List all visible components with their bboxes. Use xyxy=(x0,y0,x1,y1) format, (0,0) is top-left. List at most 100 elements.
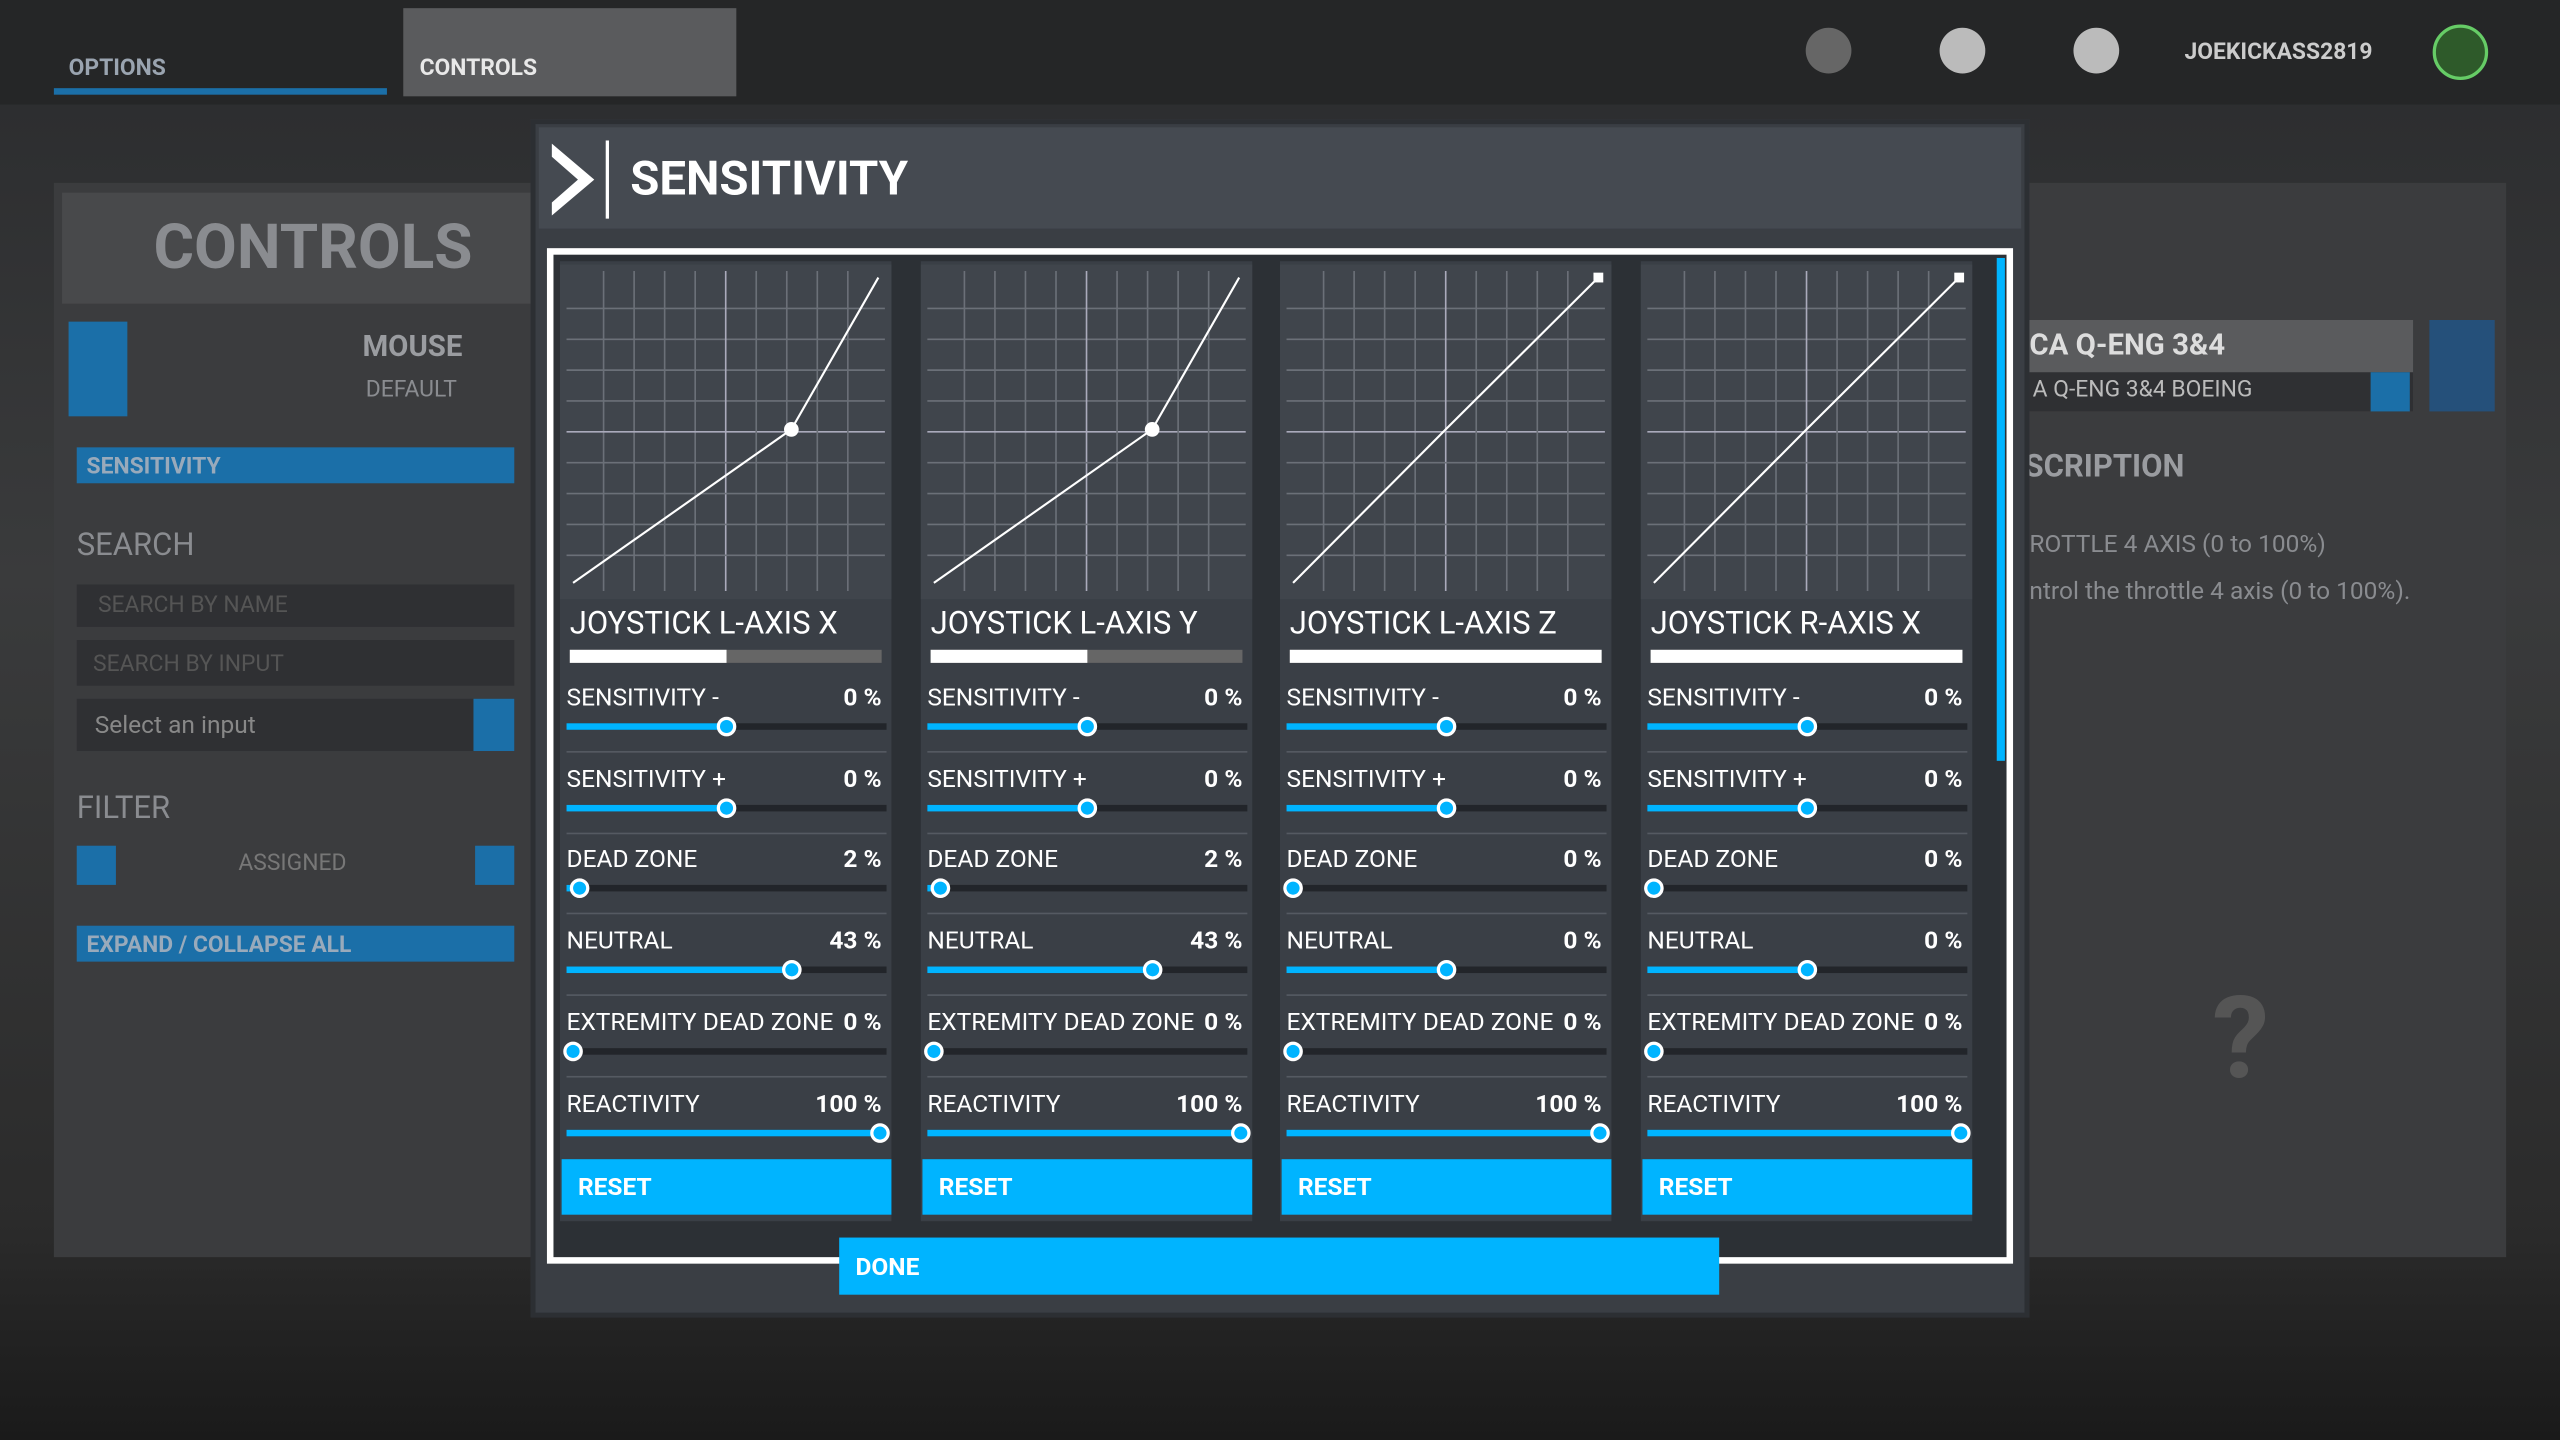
slider-track[interactable] xyxy=(1286,1047,1607,1055)
setting-label: DEAD ZONE xyxy=(927,844,1059,875)
response-curve xyxy=(1640,264,1973,600)
slider-knob[interactable] xyxy=(1077,797,1098,818)
slider-knob[interactable] xyxy=(782,960,803,980)
slider-knob[interactable] xyxy=(1143,960,1164,980)
separator xyxy=(927,994,1248,997)
friends-icon[interactable] xyxy=(1805,27,1852,74)
slider-track[interactable] xyxy=(1647,1047,1968,1055)
separator xyxy=(566,913,887,915)
tab[interactable]: CONTROLS xyxy=(419,55,538,82)
curve xyxy=(1653,276,1960,584)
slider-knob[interactable] xyxy=(870,1122,890,1143)
slider-knob[interactable] xyxy=(1797,716,1818,737)
slider-fill xyxy=(566,966,793,974)
expand-label: EXPAND / COLLAPSE ALL xyxy=(86,932,352,959)
reset-label: RESET xyxy=(577,1172,652,1202)
setting-label: SENSITIVITY - xyxy=(566,682,719,712)
slider-knob[interactable] xyxy=(1077,716,1098,737)
setting-label: NEUTRAL xyxy=(1286,925,1393,956)
filter-value: ASSIGNED xyxy=(238,850,347,877)
separator xyxy=(1286,913,1607,915)
axis-name: JOYSTICK R-AXIS X xyxy=(1650,604,1921,642)
reset-button[interactable] xyxy=(1281,1159,1612,1215)
slider-knob[interactable] xyxy=(1436,960,1457,980)
setting-value: 0 % xyxy=(1204,1007,1243,1037)
slider-knob[interactable] xyxy=(1644,1041,1664,1061)
slider-knob[interactable] xyxy=(1590,1122,1610,1143)
profile-icon[interactable] xyxy=(1939,27,1986,74)
setting-value: 43 % xyxy=(1190,925,1243,956)
separator xyxy=(1286,751,1607,753)
slider-knob[interactable] xyxy=(563,1041,583,1061)
scrollbar[interactable] xyxy=(1996,257,2005,761)
reset-button[interactable] xyxy=(922,1159,1253,1215)
slider-knob[interactable] xyxy=(716,797,737,818)
setting-value: 0 % xyxy=(843,763,882,793)
separator xyxy=(1647,994,1968,997)
slider-knob[interactable] xyxy=(1644,879,1664,899)
setting-value: 0 % xyxy=(1563,844,1602,875)
slider-knob[interactable] xyxy=(1951,1122,1971,1143)
slider-fill xyxy=(927,804,1088,811)
setting-label: REACTIVITY xyxy=(927,1088,1061,1118)
avatar[interactable] xyxy=(2432,24,2489,80)
slider-knob[interactable] xyxy=(1283,1041,1303,1061)
notifications-icon[interactable] xyxy=(2073,27,2120,74)
setting-value: 100 % xyxy=(1535,1088,1602,1118)
left-header xyxy=(62,192,531,304)
slider-knob[interactable] xyxy=(1231,1122,1251,1143)
prev-button[interactable] xyxy=(68,321,128,417)
setting-value: 100 % xyxy=(1176,1088,1243,1118)
done-button[interactable] xyxy=(839,1237,1720,1295)
setting-label: EXTREMITY DEAD ZONE xyxy=(1647,1007,1915,1037)
section-title: SCRIPTION xyxy=(2024,447,2185,485)
slider-fill xyxy=(1647,723,1808,730)
curve-end xyxy=(1954,272,1965,283)
select-input[interactable] xyxy=(76,698,515,752)
dropdown-button[interactable] xyxy=(473,698,515,752)
filter-prev[interactable] xyxy=(76,845,116,885)
slider-track[interactable] xyxy=(927,1047,1248,1055)
next-button[interactable] xyxy=(2429,320,2495,412)
placeholder: SEARCH BY NAME xyxy=(97,592,288,619)
slider-knob[interactable] xyxy=(1797,960,1818,980)
filter-next[interactable] xyxy=(475,845,515,885)
search-field[interactable] xyxy=(76,584,515,627)
slider-knob[interactable] xyxy=(1436,716,1457,737)
section-title: FILTER xyxy=(76,788,171,827)
expand-button[interactable] xyxy=(76,925,515,962)
slider-track[interactable] xyxy=(1647,885,1968,893)
slider-fill xyxy=(1647,804,1808,811)
setting-label: SENSITIVITY - xyxy=(927,682,1080,712)
slider-knob[interactable] xyxy=(930,879,950,899)
setting-label: NEUTRAL xyxy=(566,925,673,956)
tab-active[interactable] xyxy=(403,8,737,97)
selected-item[interactable] xyxy=(76,447,515,484)
separator xyxy=(566,1075,887,1078)
slider-knob[interactable] xyxy=(569,879,589,899)
response-curve xyxy=(560,264,892,600)
slider-track[interactable] xyxy=(566,885,887,893)
slider-knob[interactable] xyxy=(716,716,737,737)
setting-value: 0 % xyxy=(1204,682,1243,712)
reset-button[interactable] xyxy=(561,1159,892,1215)
response-curve xyxy=(1280,264,1612,600)
setting-value: 100 % xyxy=(815,1088,882,1118)
search-field[interactable] xyxy=(76,640,515,686)
slider-knob[interactable] xyxy=(1283,879,1303,899)
tab[interactable]: OPTIONS xyxy=(68,55,166,82)
setting-value: 43 % xyxy=(829,925,882,956)
slider-knob[interactable] xyxy=(1436,797,1457,818)
slider-track[interactable] xyxy=(927,885,1248,893)
slider-track[interactable] xyxy=(1286,885,1607,893)
separator xyxy=(566,751,887,753)
setting-value: 0 % xyxy=(1204,763,1243,793)
axis-name: ROTTLE 4 AXIS (0 to 100%) xyxy=(2029,528,2326,559)
reset-button[interactable] xyxy=(1642,1159,1973,1215)
slider-knob[interactable] xyxy=(1797,797,1818,818)
setting-value: 0 % xyxy=(1563,763,1602,793)
slider-track[interactable] xyxy=(566,1047,887,1055)
slider-knob[interactable] xyxy=(924,1041,944,1061)
profile-next[interactable] xyxy=(2370,372,2410,412)
separator xyxy=(566,994,887,997)
